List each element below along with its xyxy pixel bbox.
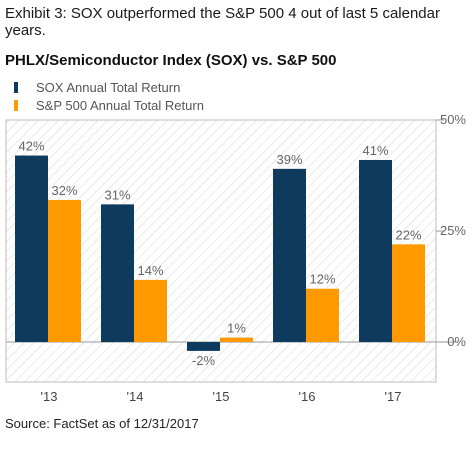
bar-sox — [101, 204, 134, 343]
bar-sp500 — [392, 244, 425, 343]
data-label: 32% — [51, 183, 77, 198]
legend-swatch-sp500 — [14, 99, 18, 111]
bar-sox — [359, 159, 392, 343]
legend-item-sp500: S&P 500 Annual Total Return — [14, 96, 204, 114]
bar-sox — [273, 168, 306, 343]
data-label: -2% — [192, 353, 216, 368]
bar-sox — [187, 342, 220, 351]
legend-swatch-sox — [14, 81, 18, 93]
bar-sox — [15, 155, 48, 343]
exhibit-title: Exhibit 3: SOX outperformed the S&P 500 … — [5, 5, 440, 39]
legend-item-sox: SOX Annual Total Return — [14, 78, 204, 96]
data-label: 12% — [309, 272, 335, 287]
chart-title: PHLX/Semiconductor Index (SOX) vs. S&P 5… — [5, 52, 337, 69]
bar-sp500 — [220, 337, 253, 343]
y-tick-label: 0% — [447, 334, 466, 349]
data-label: 42% — [18, 139, 44, 154]
bar-sp500 — [306, 288, 339, 343]
x-tick-label: '13 — [41, 389, 58, 404]
data-label: 31% — [104, 187, 130, 202]
y-tick-label: 25% — [440, 223, 466, 238]
data-label: 41% — [362, 143, 388, 158]
x-tick-label: '14 — [127, 389, 144, 404]
y-tick-label: 50% — [440, 112, 466, 127]
legend-label-sox: SOX Annual Total Return — [36, 79, 181, 95]
data-label: 1% — [227, 321, 246, 336]
bar-sp500 — [48, 199, 81, 343]
data-label: 39% — [276, 152, 302, 167]
legend-label-sp500: S&P 500 Annual Total Return — [36, 97, 204, 113]
data-label: 14% — [137, 263, 163, 278]
x-tick-label: '17 — [385, 389, 402, 404]
data-label: 22% — [395, 227, 421, 242]
legend: SOX Annual Total Return S&P 500 Annual T… — [14, 78, 204, 114]
x-tick-label: '16 — [299, 389, 316, 404]
x-tick-label: '15 — [213, 389, 230, 404]
source-note: Source: FactSet as of 12/31/2017 — [5, 416, 199, 431]
bar-sp500 — [134, 279, 167, 343]
